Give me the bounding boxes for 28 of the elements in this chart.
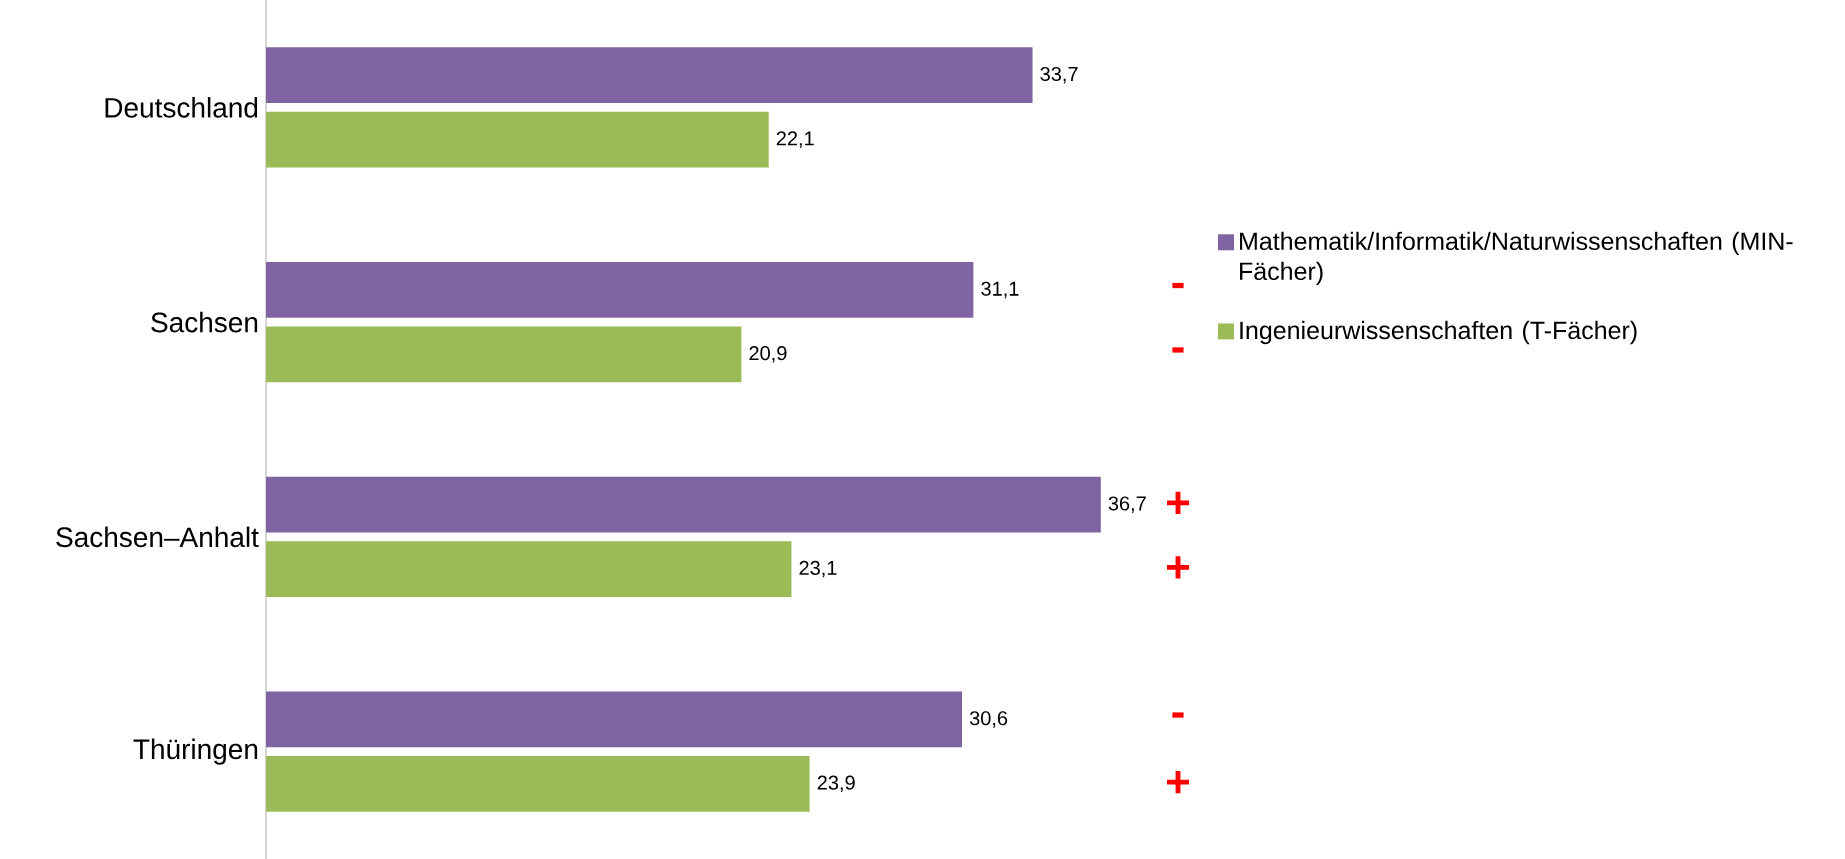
data-label: 36,7 [1108,496,1146,513]
text: - [1172,347,1184,353]
data-label: 33,7 [1040,66,1078,84]
data-label: 22,1 [776,131,814,148]
text: + [1167,491,1190,515]
bar [266,111,769,168]
data-label: 23,1 [799,560,837,578]
bar [266,47,1033,104]
legend-label: Mathematik/Informatik/Naturwissenschaften (MIN-Fächer) [1240,231,1793,286]
text: + [1167,556,1190,579]
y-tick-label: Sachsen [151,311,258,333]
bar [266,476,1101,533]
y-tick-label: Thüringen [133,738,258,765]
data-label: 23,9 [817,775,855,793]
data-label: 31,1 [981,281,1019,299]
bar [266,691,963,748]
data-label: 20,9 [749,346,787,363]
text: - [1172,282,1184,289]
text: + [1167,770,1190,794]
bar [266,262,974,318]
y-tick-label: Deutschland [105,97,258,118]
bar [266,755,810,812]
text: - [1172,712,1184,718]
bar [266,326,742,383]
data-label: 30,6 [969,711,1008,728]
legend-label: Ingenieurwissenschaften (T-Fächer) [1240,320,1637,345]
bar [266,541,792,598]
y-tick-label: Sachsen–Anhalt [56,526,259,548]
